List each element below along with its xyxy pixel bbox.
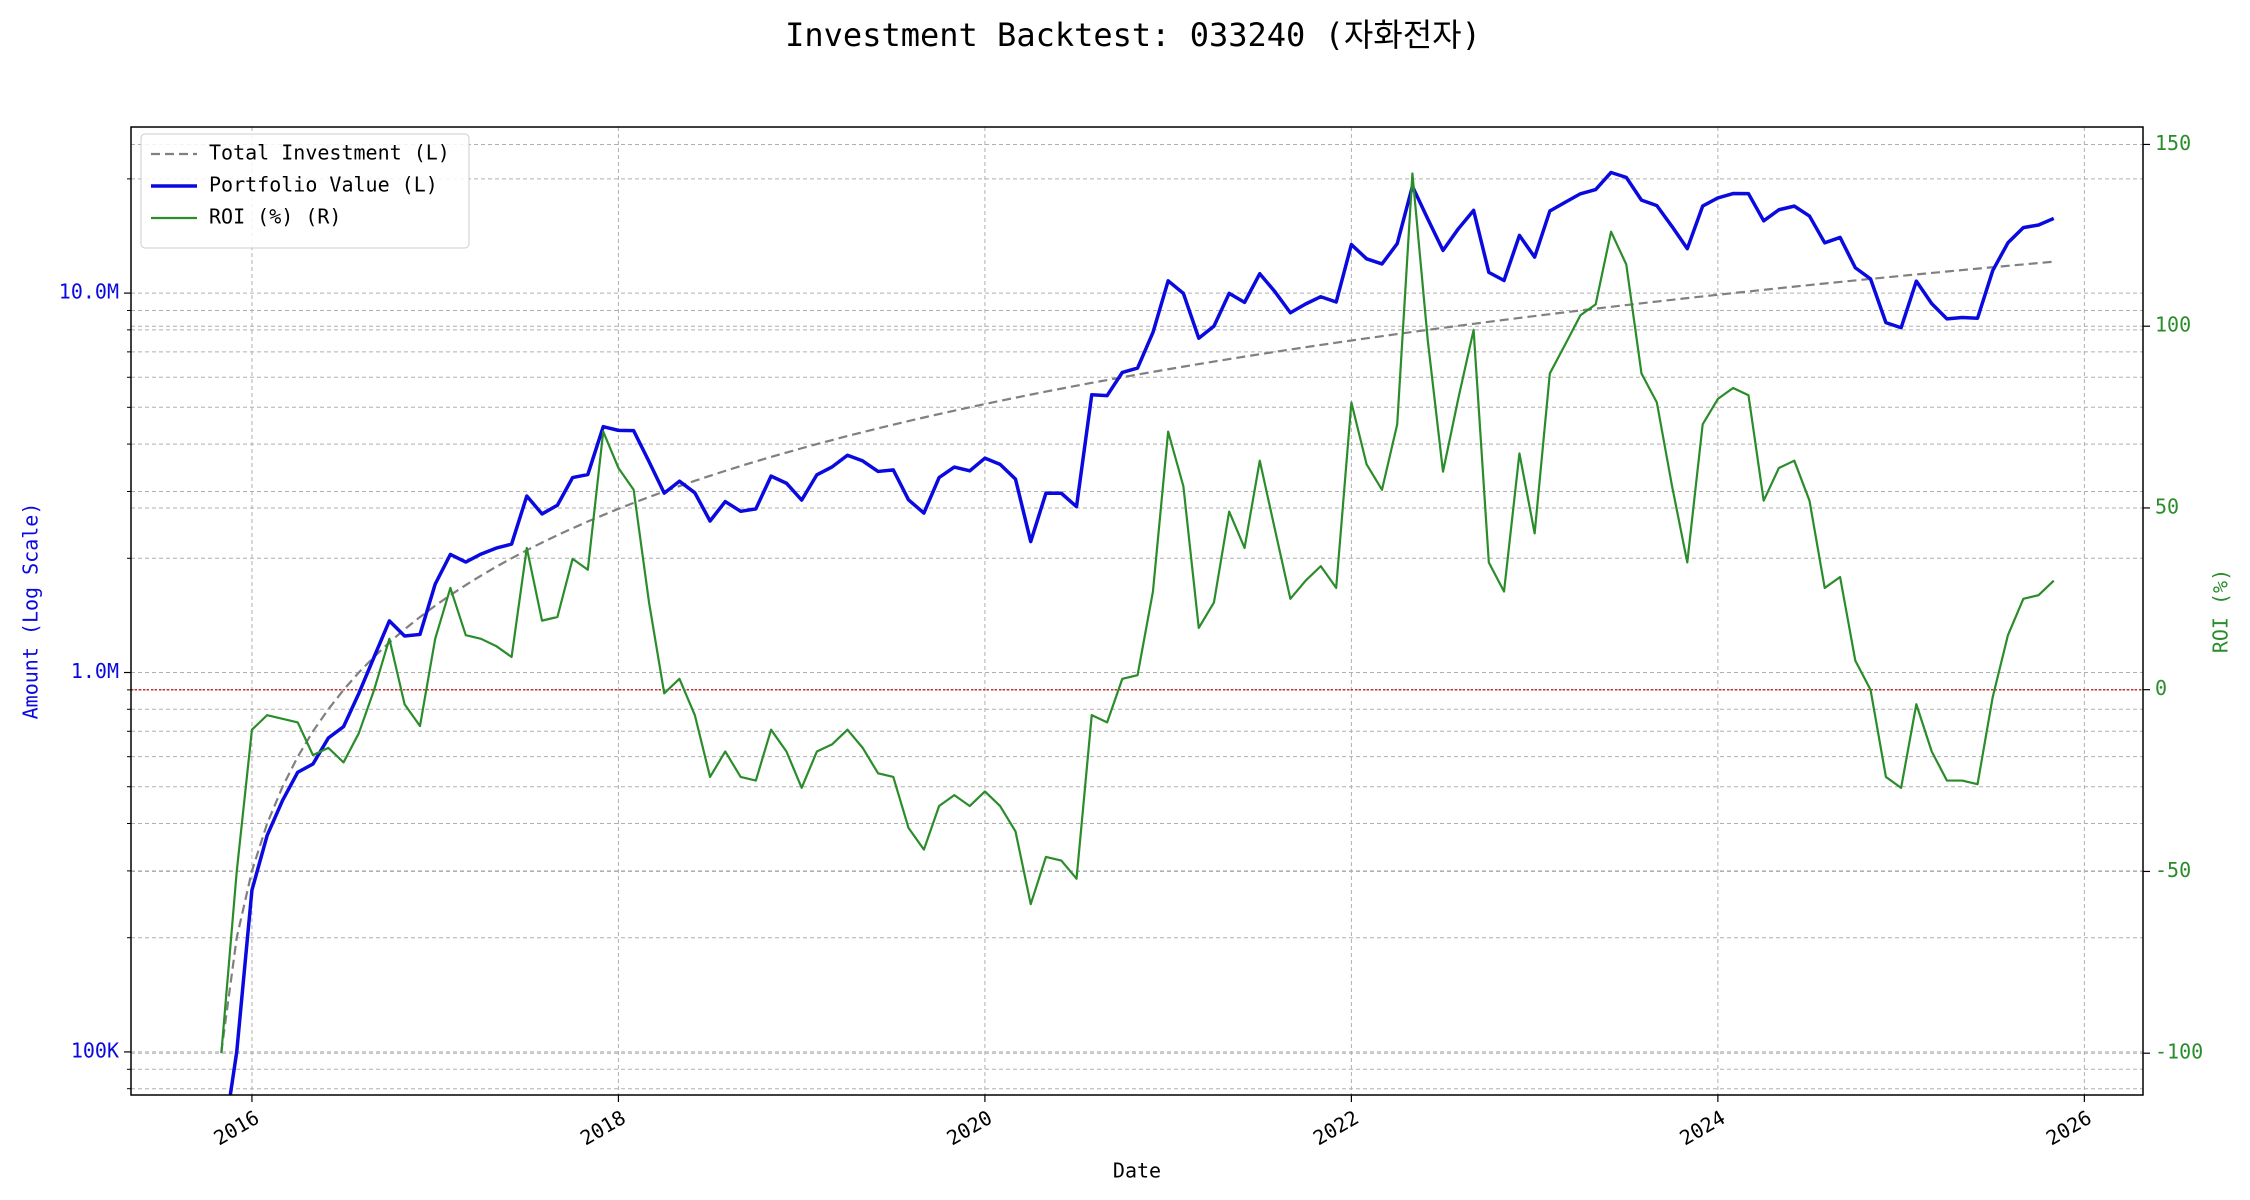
legend-box: [140, 133, 470, 249]
x-tick-label: 2020: [942, 1105, 996, 1150]
y-axis-label: Amount (Log Scale): [19, 503, 43, 720]
legend: Total Investment (L) Portfolio Value (L) R…: [140, 133, 470, 249]
plot-frame: [130, 126, 2144, 1096]
legend-label: Total Investment (L): [209, 141, 450, 165]
series-line: [228, 170, 2055, 1095]
y2-tick-label: 100: [2155, 313, 2191, 337]
y2-tick-label: 0: [2155, 676, 2167, 700]
y2-tick-label: 50: [2155, 494, 2179, 518]
legend-label: ROI (%) (R): [209, 205, 341, 229]
x-tick-label: 2022: [1309, 1105, 1363, 1150]
y2-tick-label: 150: [2155, 131, 2191, 155]
grid: [131, 127, 2143, 1095]
series-line: [220, 260, 2054, 1053]
y2-tick-label: -100: [2155, 1040, 2203, 1064]
y2-tick-label: -50: [2155, 858, 2191, 882]
x-tick-label: 2024: [1675, 1105, 1729, 1150]
series-line: [220, 172, 2055, 1054]
x-tick-label: 2016: [209, 1105, 263, 1150]
y-tick-label: 10.0M: [59, 280, 119, 304]
y-tick-label: 100K: [71, 1038, 119, 1062]
legend-label: Portfolio Value (L): [209, 173, 438, 197]
x-tick-label: 2026: [2042, 1105, 2096, 1150]
y-tick-label: 1.0M: [71, 659, 119, 683]
chart-title: Investment Backtest: 033240 (자화전자): [785, 16, 1481, 54]
y2-axis-label: ROI (%): [2209, 569, 2233, 653]
plot-area: [131, 170, 2143, 1095]
x-tick-label: 2018: [576, 1105, 630, 1150]
x-axis-label: Date: [1113, 1159, 1161, 1183]
